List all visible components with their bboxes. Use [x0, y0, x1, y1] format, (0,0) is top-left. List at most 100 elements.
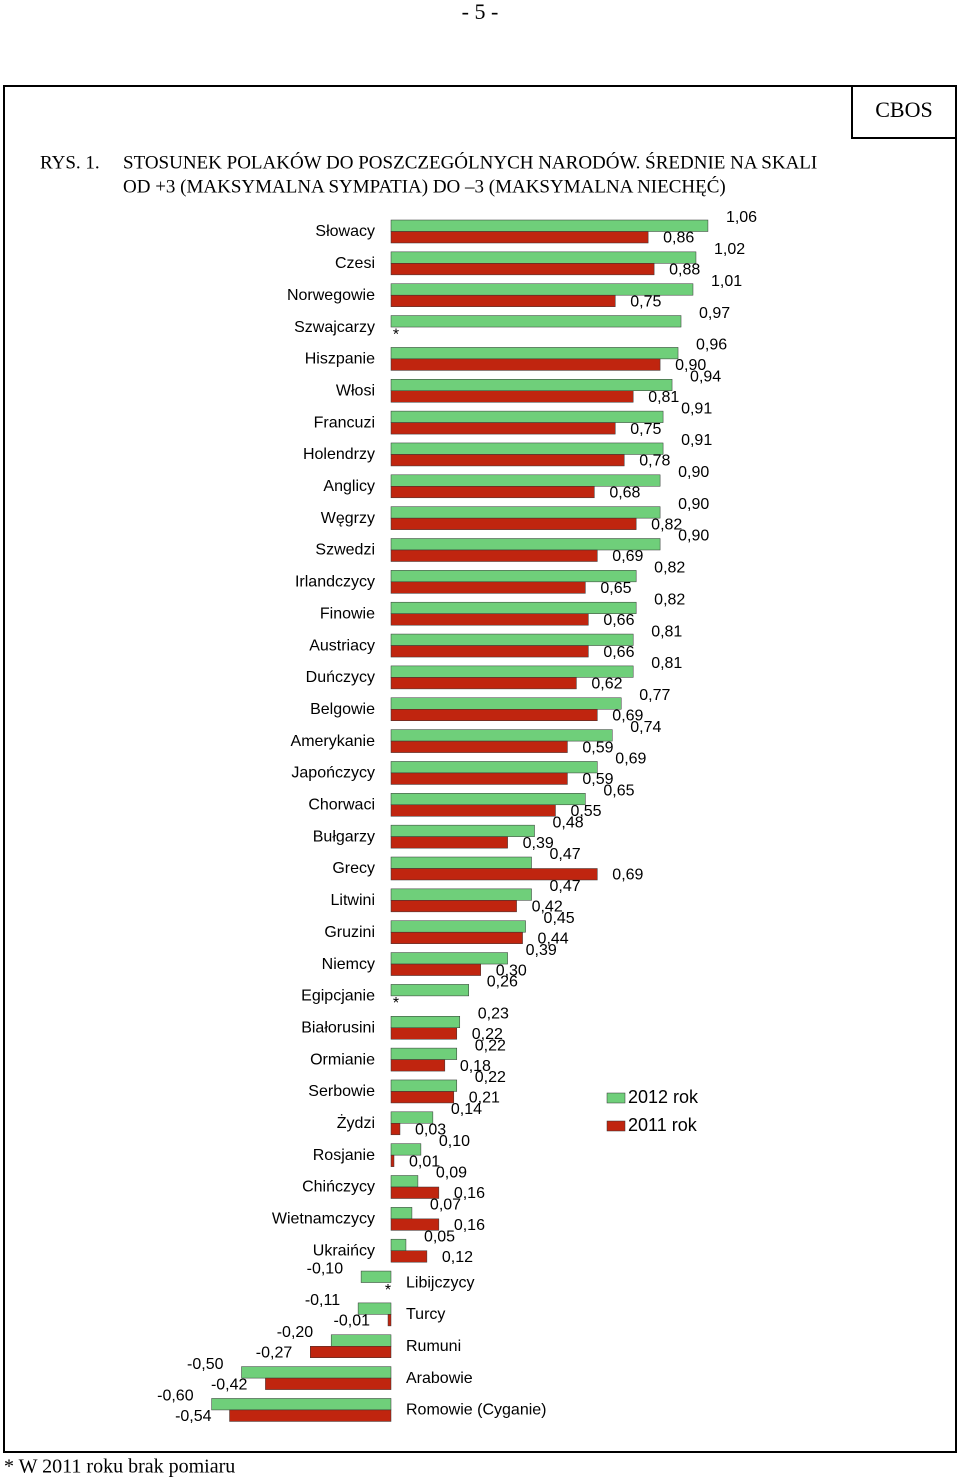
category-label: Amerykanie — [291, 733, 376, 750]
category-label: Węgrzy — [321, 510, 375, 527]
category-label: Ukraińcy — [313, 1242, 375, 1259]
value-label: 0,16 — [454, 1217, 485, 1234]
category-label: Egipcjanie — [301, 988, 375, 1005]
bar — [357, 1302, 392, 1315]
bar — [390, 379, 673, 391]
bar — [390, 263, 655, 276]
bar — [390, 761, 598, 774]
legend-label: 2012 rok — [628, 1087, 699, 1107]
value-label: -0,54 — [175, 1408, 212, 1425]
value-label: 0,59 — [582, 739, 613, 756]
value-label: 0,69 — [612, 548, 643, 565]
value-label: 0,44 — [538, 930, 569, 947]
value-label: -0,20 — [277, 1324, 314, 1341]
value-label: 0,86 — [663, 230, 694, 247]
value-label: 0,77 — [639, 687, 670, 704]
category-label: Chińczycy — [302, 1179, 375, 1196]
footnote: * W 2011 roku brak pomiaru — [4, 1456, 235, 1478]
category-label: Grecy — [332, 860, 375, 877]
category-label: Serbowie — [308, 1083, 375, 1100]
bar — [390, 442, 664, 455]
bar — [390, 740, 568, 753]
value-label: 0,45 — [544, 910, 575, 927]
value-label: 0,30 — [496, 962, 527, 979]
bar — [390, 1218, 440, 1231]
value-label: 0,09 — [436, 1165, 467, 1182]
bar — [390, 1111, 434, 1124]
legend-swatch — [606, 1120, 626, 1132]
value-label: 0,47 — [550, 878, 581, 895]
value-label: 0,55 — [570, 803, 601, 820]
category-label: Szwajcarzy — [294, 319, 375, 336]
category-label: Francuzi — [314, 414, 375, 431]
missing-marker: * — [385, 1282, 391, 1299]
value-label: 0,69 — [615, 751, 646, 768]
bar — [390, 581, 586, 594]
bar — [390, 410, 664, 423]
bar — [390, 984, 469, 997]
bar — [390, 1154, 395, 1167]
bar — [241, 1366, 392, 1379]
category-label: Wietnamczycy — [272, 1211, 375, 1228]
bar — [390, 836, 508, 849]
chart-title: STOSUNEK POLAKÓW DO POSZCZEGÓLNYCH NAROD… — [123, 151, 817, 173]
value-label: 0,68 — [609, 485, 640, 502]
bar — [390, 517, 637, 530]
value-label: 1,01 — [711, 273, 742, 290]
bar — [390, 1079, 458, 1092]
bar — [390, 231, 649, 244]
value-label: 0,66 — [603, 644, 634, 661]
category-label: Hiszpanie — [305, 351, 375, 368]
value-label: 0,90 — [675, 357, 706, 374]
value-label: 0,26 — [487, 974, 518, 991]
bar — [265, 1377, 392, 1390]
value-label: 0,10 — [439, 1133, 470, 1150]
value-label: 0,62 — [591, 676, 622, 693]
bar — [390, 1186, 440, 1199]
category-label: Turcy — [406, 1306, 445, 1323]
bar — [387, 1314, 392, 1327]
bar — [390, 613, 589, 626]
value-label: 0,66 — [603, 612, 634, 629]
value-label: 0,22 — [475, 1069, 506, 1086]
value-label: 0,21 — [469, 1090, 500, 1107]
category-label: Gruzini — [324, 924, 375, 941]
value-label: 0,22 — [472, 1026, 503, 1043]
value-label: 0,82 — [654, 560, 685, 577]
value-label: 0,75 — [630, 293, 661, 310]
category-label: Czesi — [335, 255, 375, 272]
category-label: Arabowie — [406, 1370, 473, 1387]
value-label: 0,81 — [651, 655, 682, 672]
category-label: Ormianie — [310, 1051, 375, 1068]
value-label: 0,82 — [654, 591, 685, 608]
bar — [390, 347, 679, 360]
category-label: Włosi — [336, 382, 375, 399]
value-label: 0,39 — [526, 942, 557, 959]
value-label: 0,90 — [678, 464, 709, 481]
category-label: Rosjanie — [313, 1147, 375, 1164]
bar — [390, 952, 508, 965]
bar — [390, 251, 697, 264]
value-label: 0,69 — [612, 707, 643, 724]
value-label: 0,88 — [669, 262, 700, 279]
bar — [390, 729, 613, 742]
category-label: Litwini — [331, 892, 375, 909]
value-label: 0,01 — [409, 1153, 440, 1170]
category-label: Irlandczycy — [295, 574, 375, 591]
category-label: Niemcy — [322, 956, 375, 973]
value-label: 0,74 — [630, 719, 661, 736]
publisher-box — [851, 85, 957, 139]
bar — [360, 1270, 392, 1283]
value-label: -0,01 — [334, 1313, 371, 1330]
value-label: 0,48 — [553, 814, 584, 831]
bar — [229, 1409, 392, 1422]
bar — [390, 645, 589, 658]
value-label: -0,50 — [187, 1356, 224, 1373]
bar — [390, 1238, 407, 1251]
bar — [390, 549, 598, 562]
category-label: Bułgarzy — [313, 828, 375, 845]
value-label: 1,06 — [726, 209, 757, 226]
bar — [390, 422, 616, 435]
category-label: Finowie — [320, 605, 375, 622]
